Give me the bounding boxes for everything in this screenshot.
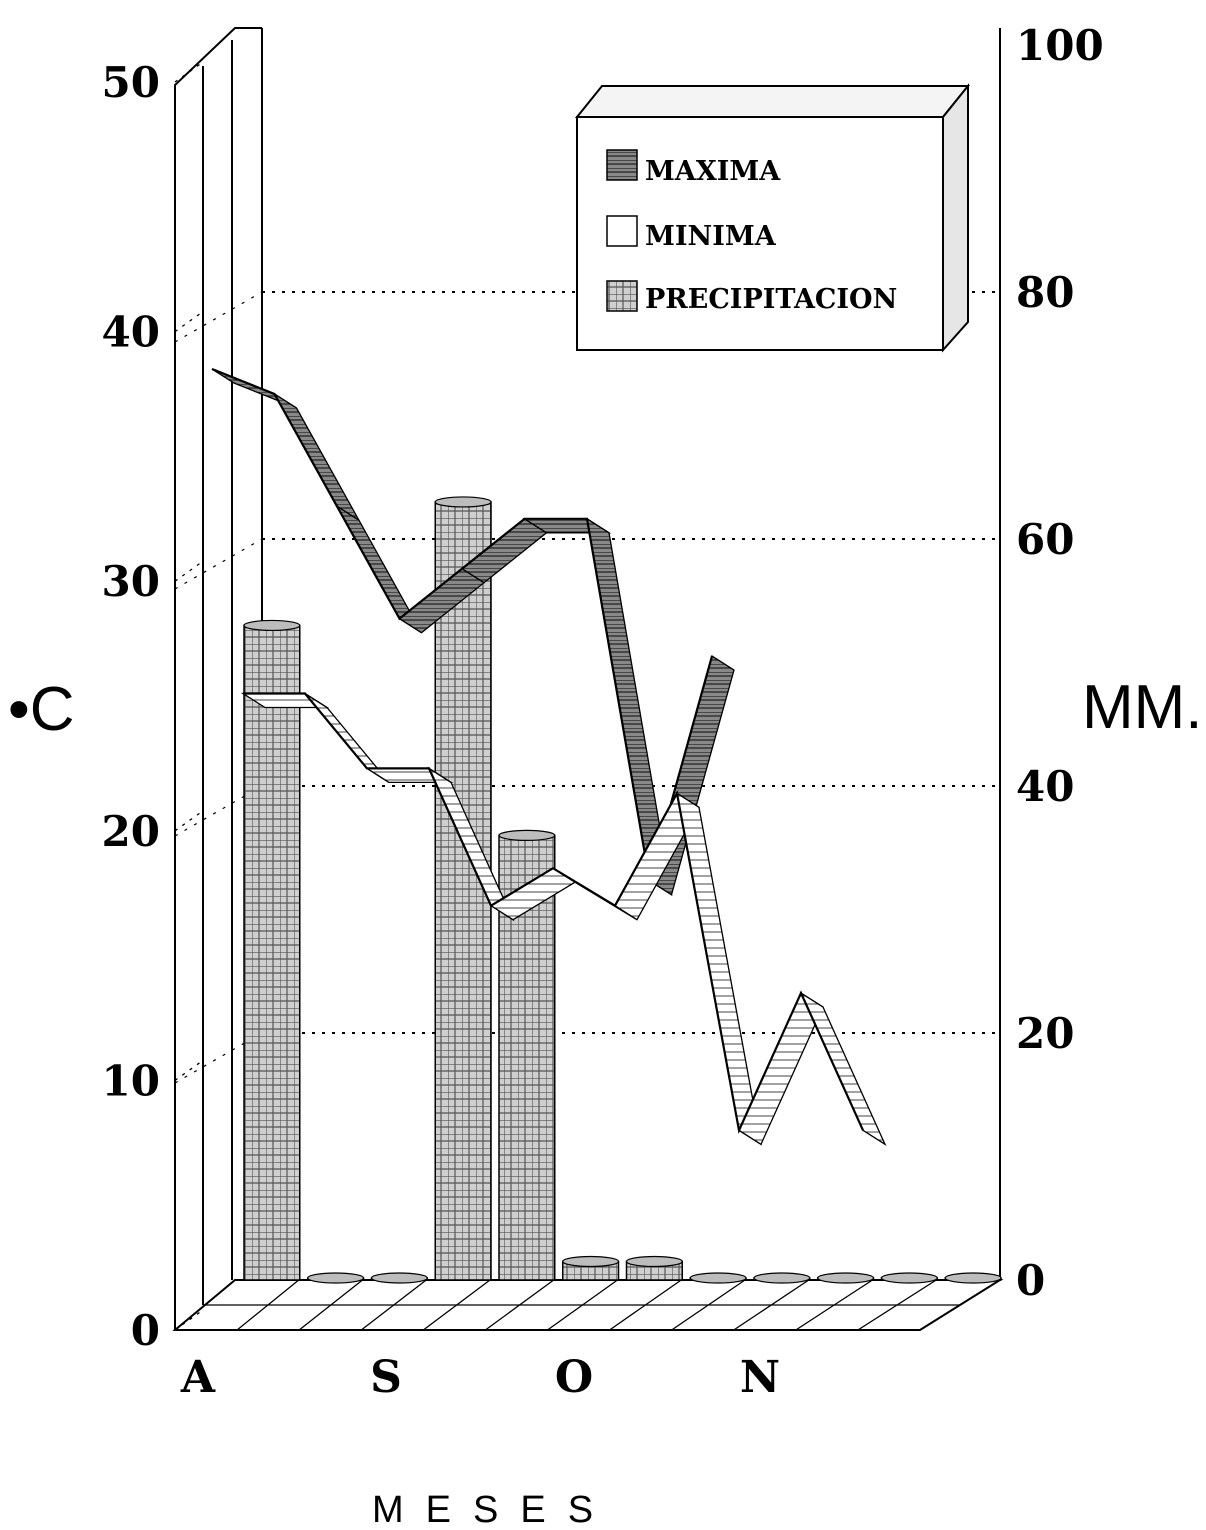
left-tick-mark	[174, 1309, 204, 1331]
precipitation-bar-cap	[562, 1255, 620, 1268]
left-tick-label: 10	[102, 1056, 160, 1105]
legend-swatch-precipitacion	[606, 280, 638, 312]
gridlines	[174, 291, 1000, 1084]
precipitation-bar	[243, 624, 301, 1281]
month-label: N	[740, 1352, 780, 1403]
left-tick-mark	[174, 1059, 204, 1081]
precipitation-bars	[243, 496, 1002, 1284]
minima-line	[243, 692, 865, 1134]
legend-label-precipitacion: PRECIPITACION	[645, 284, 897, 315]
left-tick-label: 0	[131, 1306, 160, 1355]
left-tick-mark	[174, 810, 204, 832]
precipitation-bar-cap	[817, 1272, 875, 1284]
left-tick-mark	[174, 560, 204, 582]
precipitation-bar-cap	[307, 1272, 365, 1284]
left-tick-label: 20	[102, 807, 160, 856]
month-label: A	[180, 1352, 216, 1403]
right-tick-label: 80	[1016, 268, 1074, 317]
maxima-ribbon-segment	[273, 393, 360, 521]
legend: MAXIMA MINIMA PRECIPITACION	[574, 83, 971, 353]
left-tick-mark	[174, 61, 204, 83]
left-axis-ticks: 0 10 20 30 40 50	[102, 58, 204, 1355]
right-axis-ticks: 0 20 40 60 80 100	[1016, 21, 1104, 1305]
left-tick-mark	[174, 311, 204, 333]
precipitation-bar-cap	[243, 619, 301, 632]
precipitation-bar-cap	[370, 1272, 428, 1284]
precipitation-bar-cap	[944, 1272, 1002, 1284]
legend-label-minima: MINIMA	[645, 221, 777, 252]
left-tick-label: 40	[102, 308, 160, 357]
legend-swatch-minima	[606, 215, 638, 247]
right-axis-label: MM.	[1082, 673, 1203, 742]
right-tick-label: 40	[1016, 762, 1074, 811]
floor-grid	[174, 1279, 1001, 1331]
maxima-line	[211, 368, 714, 882]
precipitation-bar-cap	[434, 496, 492, 508]
gridline-side	[174, 291, 263, 343]
gridline-side	[174, 538, 263, 590]
precipitation-bar-cap	[689, 1272, 747, 1284]
legend-swatch-maxima	[606, 149, 638, 181]
right-tick-label: 20	[1016, 1009, 1074, 1058]
right-tick-label: 60	[1016, 515, 1074, 564]
right-tick-label: 100	[1016, 21, 1104, 70]
right-tick-label: 0	[1016, 1256, 1045, 1305]
left-tick-label: 30	[102, 557, 160, 606]
x-axis-title: MESES	[372, 1489, 615, 1530]
precipitation-bar	[434, 501, 492, 1281]
minima-ribbon-segment	[676, 792, 762, 1146]
precipitation-bar-cap	[753, 1272, 811, 1284]
precipitation-bar-cap	[880, 1272, 938, 1284]
month-label: O	[555, 1352, 593, 1403]
precipitation-bar-cap	[498, 829, 556, 842]
minima-ribbon-segment	[799, 991, 887, 1147]
left-tick-label: 50	[102, 58, 160, 107]
left-axis-label: •C	[8, 675, 74, 744]
temperature-lines	[211, 368, 887, 1147]
precipitation-bar-cap	[625, 1255, 683, 1268]
month-label: S	[370, 1352, 402, 1403]
legend-label-maxima: MAXIMA	[645, 156, 781, 187]
